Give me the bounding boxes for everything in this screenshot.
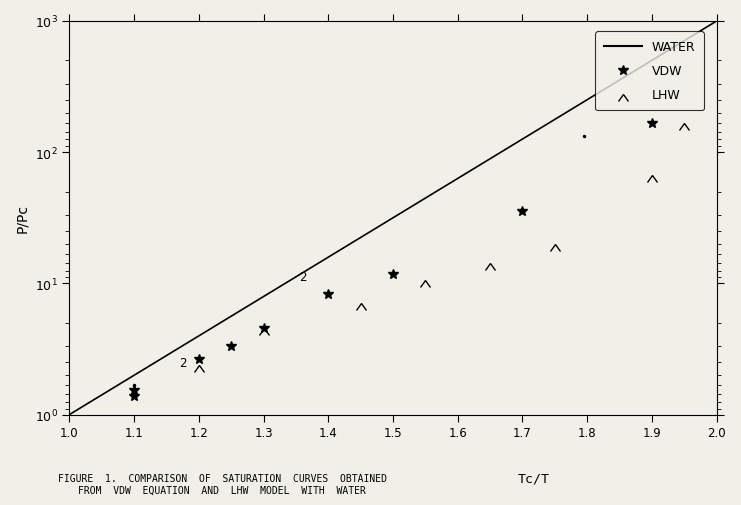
Y-axis label: P/Pc: P/Pc [15, 204, 29, 233]
Legend: WATER, VDW, LHW: WATER, VDW, LHW [595, 32, 704, 111]
Text: 2: 2 [0, 504, 1, 505]
Text: Tc/T: Tc/T [517, 472, 550, 485]
Text: FIGURE  1.  COMPARISON  OF  SATURATION  CURVES  OBTAINED
FROM  VDW  EQUATION  AN: FIGURE 1. COMPARISON OF SATURATION CURVE… [58, 473, 387, 495]
Text: 2: 2 [299, 270, 306, 283]
Text: 2: 2 [179, 356, 187, 369]
